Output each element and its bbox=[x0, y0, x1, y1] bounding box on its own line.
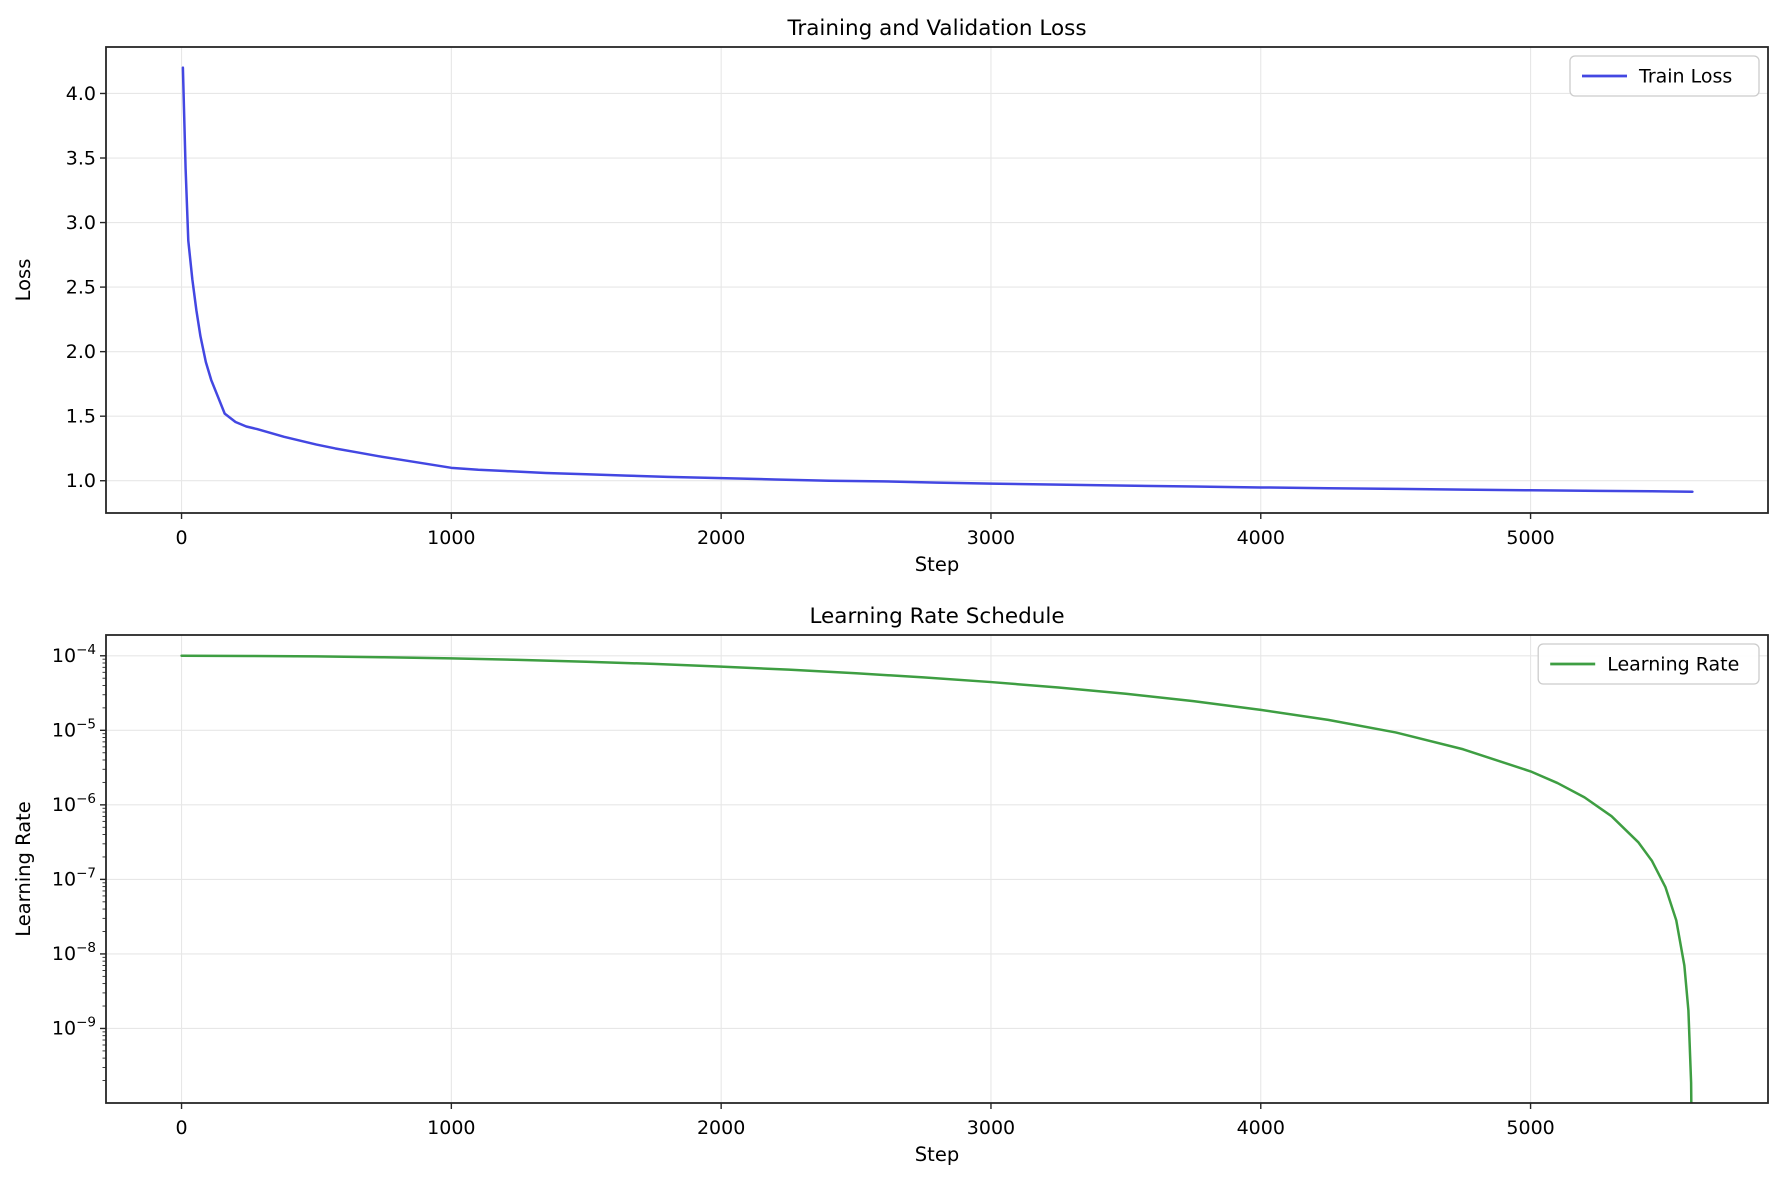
y-tick-label: 2.0 bbox=[66, 341, 96, 363]
x-tick-label: 3000 bbox=[967, 1117, 1015, 1139]
series-line-train-loss bbox=[181, 66, 1694, 493]
chart-loss: 0 1000 2000 3000 4000 5000 1.0 1.5 2.0 2.5 3.0 3.5 4… bbox=[12, 16, 1769, 576]
y-axis-label: Loss bbox=[12, 259, 35, 302]
series-line-learning-rate bbox=[180, 654, 1693, 1103]
x-tick-label: 1000 bbox=[427, 527, 475, 549]
y-tick-label: 10−8 bbox=[52, 940, 96, 965]
y-tick-label: 3.0 bbox=[66, 212, 96, 234]
ticks bbox=[100, 92, 1532, 519]
x-tick-label: 1000 bbox=[427, 1117, 475, 1139]
x-axis-label: Step bbox=[915, 1143, 959, 1166]
x-tick-label: 5000 bbox=[1506, 527, 1554, 549]
y-tick-label: 1.5 bbox=[66, 406, 96, 428]
plot-spines bbox=[105, 634, 1769, 1104]
legend-label: Train Loss bbox=[1638, 66, 1732, 88]
x-tick-label: 2000 bbox=[697, 527, 745, 549]
legend-box bbox=[1537, 643, 1760, 685]
legend-label: Learning Rate bbox=[1607, 654, 1739, 676]
y-tick-label: 10−9 bbox=[52, 1014, 96, 1039]
y-tick-label: 1.0 bbox=[66, 470, 96, 492]
grid bbox=[106, 47, 1768, 513]
x-tick-label: 3000 bbox=[967, 527, 1015, 549]
plot-spines bbox=[105, 46, 1769, 514]
y-tick-label: 2.5 bbox=[66, 277, 96, 299]
x-tick-label: 0 bbox=[175, 1117, 187, 1139]
legend: Learning Rate bbox=[1537, 643, 1760, 685]
y-axis-label: Learning Rate bbox=[12, 801, 35, 937]
ticks bbox=[100, 655, 1532, 1109]
grid bbox=[106, 635, 1768, 1103]
x-tick-label: 5000 bbox=[1506, 1117, 1554, 1139]
x-tick-label: 4000 bbox=[1237, 1117, 1285, 1139]
legend: Train Loss bbox=[1569, 55, 1760, 97]
legend-box bbox=[1569, 55, 1760, 97]
x-tick-label: 4000 bbox=[1237, 527, 1285, 549]
minor-ticks bbox=[102, 658, 106, 1082]
y-tick-label: 10−6 bbox=[52, 791, 96, 816]
y-tick-label: 3.5 bbox=[66, 148, 96, 170]
y-tick-label: 10−7 bbox=[52, 865, 96, 890]
x-axis-label: Step bbox=[915, 553, 959, 576]
y-tick-label: 4.0 bbox=[66, 83, 96, 105]
chart-learning-rate: 0 1000 2000 3000 4000 5000 10−4 10−5 10−6 10−7 10−… bbox=[12, 604, 1769, 1166]
x-tick-label: 0 bbox=[175, 527, 187, 549]
x-tick-label: 2000 bbox=[697, 1117, 745, 1139]
y-tick-label: 10−5 bbox=[52, 716, 96, 741]
chart-title: Training and Validation Loss bbox=[786, 16, 1086, 41]
chart-title: Learning Rate Schedule bbox=[809, 604, 1064, 629]
y-tick-label: 10−4 bbox=[52, 642, 96, 667]
